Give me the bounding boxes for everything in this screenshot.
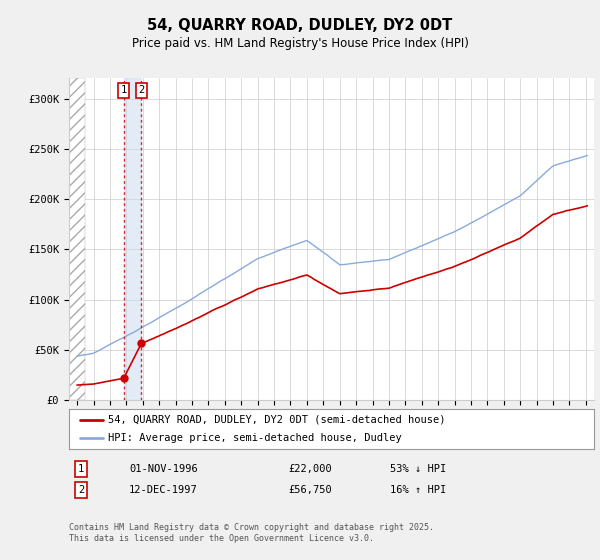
Text: 54, QUARRY ROAD, DUDLEY, DY2 0DT (semi-detached house): 54, QUARRY ROAD, DUDLEY, DY2 0DT (semi-d… [109, 415, 446, 424]
Text: 16% ↑ HPI: 16% ↑ HPI [390, 485, 446, 495]
Text: HPI: Average price, semi-detached house, Dudley: HPI: Average price, semi-detached house,… [109, 433, 402, 443]
Text: 53% ↓ HPI: 53% ↓ HPI [390, 464, 446, 474]
Text: £22,000: £22,000 [288, 464, 332, 474]
Text: 54, QUARRY ROAD, DUDLEY, DY2 0DT: 54, QUARRY ROAD, DUDLEY, DY2 0DT [148, 18, 452, 32]
Text: 1: 1 [78, 464, 84, 474]
Text: 12-DEC-1997: 12-DEC-1997 [129, 485, 198, 495]
Text: 01-NOV-1996: 01-NOV-1996 [129, 464, 198, 474]
Text: 2: 2 [78, 485, 84, 495]
Text: Price paid vs. HM Land Registry's House Price Index (HPI): Price paid vs. HM Land Registry's House … [131, 36, 469, 50]
Text: 2: 2 [139, 86, 145, 95]
Text: 1: 1 [121, 86, 127, 95]
Bar [124, 78, 142, 400]
Text: £56,750: £56,750 [288, 485, 332, 495]
Text: Contains HM Land Registry data © Crown copyright and database right 2025.
This d: Contains HM Land Registry data © Crown c… [69, 524, 434, 543]
